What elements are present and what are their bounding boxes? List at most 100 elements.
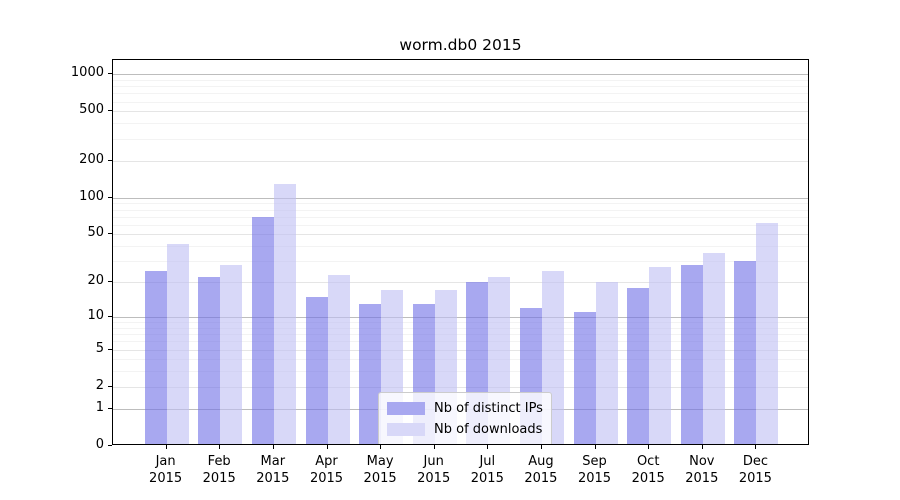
y-axis-tick-mark: [108, 110, 112, 112]
bar-jan-distinct-ips: [144, 270, 167, 444]
y-axis-tick-label: 2: [95, 377, 104, 393]
gridline-minor: [113, 327, 808, 329]
bar-oct-downloads: [649, 266, 672, 444]
x-axis-tick-label-line: 2015: [417, 471, 451, 486]
gridline-minor: [113, 216, 808, 218]
gridline-minor: [113, 93, 808, 95]
gridline-major: [113, 316, 808, 318]
x-axis-tick-label-line: Jun: [423, 454, 444, 469]
gridline-minor: [113, 209, 808, 211]
x-axis-tick-label-line: 2015: [685, 471, 719, 486]
y-axis-tick-mark: [108, 348, 112, 350]
gridline-minor: [113, 359, 808, 361]
x-axis-tick-label-line: 2015: [738, 471, 772, 486]
y-axis-tick-mark: [108, 233, 112, 235]
y-axis-tick-label: 1: [95, 399, 104, 415]
y-axis-tick-label: 200: [79, 151, 104, 167]
x-axis-tick-label: Oct 2015: [616, 453, 680, 487]
gridline-minor: [113, 261, 808, 263]
x-axis-tick-mark: [487, 445, 489, 449]
bar-nov-downloads: [702, 253, 725, 444]
gridline-major: [113, 74, 808, 76]
y-axis-tick-label: 500: [79, 102, 104, 118]
bar-nov-distinct-ips: [680, 264, 703, 444]
x-axis-tick-label-line: Sep: [582, 454, 607, 469]
y-axis-tick-label: 10: [87, 307, 104, 323]
x-axis-tick-label: Dec 2015: [723, 453, 787, 487]
y-axis-tick-mark: [108, 385, 112, 387]
gridline-minor: [113, 138, 808, 140]
bar-jan-downloads: [166, 243, 189, 444]
x-axis-tick-label-line: Aug: [528, 454, 554, 469]
y-axis-tick-label: 20: [87, 273, 104, 289]
x-axis-tick-label: Feb 2015: [187, 453, 251, 487]
gridline-minor: [113, 371, 808, 373]
x-axis-tick-label: Jul 2015: [455, 453, 519, 487]
y-axis-tick-mark: [108, 159, 112, 161]
x-axis-tick-label-line: Feb: [207, 454, 231, 469]
bar-oct-distinct-ips: [627, 287, 650, 444]
y-axis-tick-mark: [108, 196, 112, 198]
x-axis-tick-mark: [326, 445, 328, 449]
x-axis-tick-label: Jun 2015: [402, 453, 466, 487]
gridline-minor: [113, 341, 808, 343]
y-axis-tick-mark: [108, 73, 112, 75]
gridline-mid: [113, 386, 808, 388]
x-axis-tick-label: Sep 2015: [563, 453, 627, 487]
y-axis-tick-label: 50: [87, 225, 104, 241]
y-axis-tick-label: 100: [79, 188, 104, 204]
x-axis-tick-label: Mar 2015: [241, 453, 305, 487]
x-axis-tick-mark: [755, 445, 757, 449]
x-axis-tick-label-line: 2015: [149, 471, 183, 486]
bar-dec-downloads: [756, 223, 779, 444]
bar-dec-distinct-ips: [734, 261, 757, 444]
gridline-minor: [113, 101, 808, 103]
bar-mar-downloads: [273, 184, 296, 444]
bar-sep-distinct-ips: [573, 312, 596, 444]
gridline-major: [113, 197, 808, 199]
legend-label-downloads: Nb of downloads: [434, 422, 543, 437]
x-axis-tick-mark: [594, 445, 596, 449]
y-axis-tick-mark: [108, 445, 112, 446]
y-axis-tick-label: 1000: [70, 65, 104, 81]
x-axis-tick-label-line: 2015: [202, 471, 236, 486]
x-axis-tick-mark: [540, 445, 542, 449]
legend-row-downloads: Nb of downloads: [387, 419, 543, 440]
gridline-minor: [113, 322, 808, 324]
x-axis-tick-label-line: Nov: [689, 454, 715, 469]
gridline-mid: [113, 160, 808, 162]
gridline-mid: [113, 282, 808, 284]
y-axis-tick-label: 5: [95, 340, 104, 356]
x-axis-tick-mark: [219, 445, 221, 449]
bar-apr-downloads: [327, 274, 350, 444]
bar-feb-downloads: [220, 264, 243, 444]
gridline-mid: [113, 349, 808, 351]
legend-swatch-downloads: [387, 423, 425, 436]
x-axis-tick-label-line: 2015: [363, 471, 397, 486]
legend-label-distinct-ips: Nb of distinct IPs: [434, 401, 543, 416]
x-axis-tick-label-line: 2015: [256, 471, 290, 486]
x-axis-tick-label: May 2015: [348, 453, 412, 487]
x-axis-tick-label: Jan 2015: [134, 453, 198, 487]
x-axis-tick-label-line: 2015: [309, 471, 344, 486]
chart-title: worm.db0 2015: [399, 36, 522, 54]
y-axis-tick-mark: [108, 281, 112, 283]
x-axis-tick-label-line: Jul: [479, 454, 496, 469]
x-axis-tick-label-line: Apr: [315, 454, 338, 469]
x-axis-tick-label-line: Dec: [742, 454, 768, 469]
bar-feb-distinct-ips: [198, 277, 221, 444]
gridline-minor: [113, 79, 808, 81]
x-axis-tick-mark: [272, 445, 274, 449]
x-axis-tick-mark: [433, 445, 435, 449]
y-axis-tick-label: 0: [95, 437, 104, 452]
bar-may-distinct-ips: [359, 303, 382, 444]
x-axis-tick-label-line: 2015: [524, 471, 558, 486]
x-axis-tick-label-line: Mar: [260, 454, 286, 469]
x-axis-tick-label: Apr 2015: [295, 453, 359, 487]
x-axis-tick-mark: [380, 445, 382, 449]
x-axis-tick-label-line: 2015: [470, 471, 504, 486]
plot-area: Nb of distinct IPs Nb of downloads: [112, 59, 809, 445]
y-axis-tick-mark: [108, 407, 112, 409]
x-axis-tick-label: Aug 2015: [509, 453, 573, 487]
